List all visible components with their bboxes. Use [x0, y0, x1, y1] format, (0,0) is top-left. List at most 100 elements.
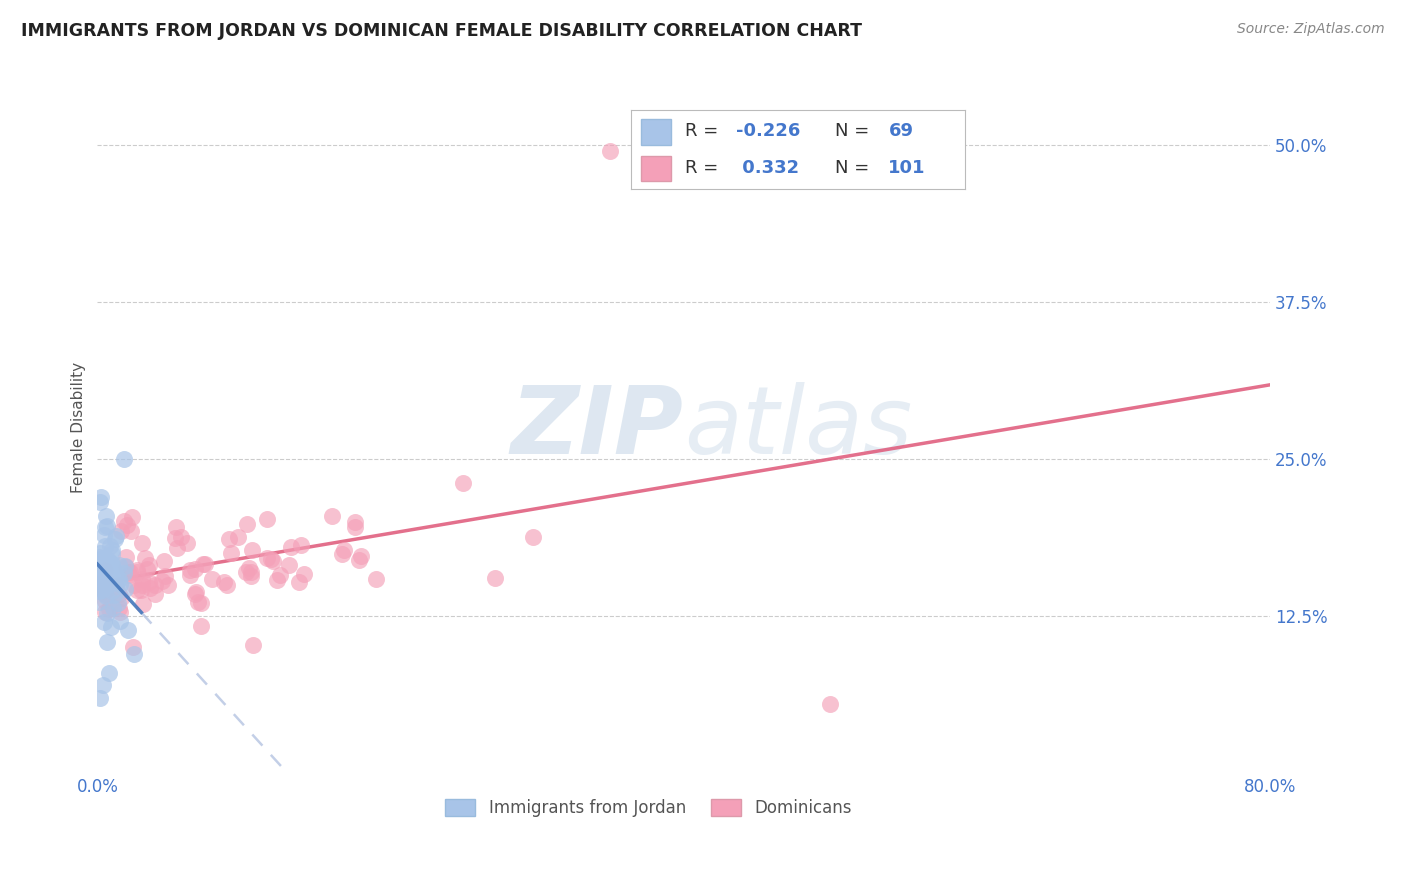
Point [176, 536, 198, 550]
Point [170, 531, 193, 545]
Point [118, 568, 141, 582]
Point [93, 615, 115, 629]
Point [194, 557, 217, 571]
Point [87, 583, 110, 598]
Point [290, 538, 312, 552]
Text: Source: ZipAtlas.com: Source: ZipAtlas.com [1237, 22, 1385, 37]
Point [96, 634, 118, 648]
Point [269, 567, 291, 582]
Point [186, 585, 208, 599]
Point [201, 572, 224, 586]
Point [121, 510, 143, 524]
Point [350, 549, 373, 564]
Point [240, 543, 263, 558]
Point [91, 573, 114, 587]
Point [124, 578, 146, 592]
Point [112, 452, 135, 467]
Point [120, 524, 142, 539]
Point [184, 562, 207, 576]
Point [91, 551, 114, 566]
Point [87, 564, 110, 578]
Point [343, 520, 366, 534]
Point [108, 600, 131, 615]
Point [143, 587, 166, 601]
Point [93, 574, 115, 588]
Point [117, 624, 139, 638]
Point [96, 519, 118, 533]
Point [93, 578, 115, 592]
Point [114, 558, 136, 573]
Point [93, 527, 115, 541]
Point [193, 557, 215, 571]
Point [110, 524, 132, 538]
Point [100, 558, 122, 572]
Point [90, 562, 112, 576]
Point [89, 570, 111, 584]
Point [262, 554, 284, 568]
Point [114, 582, 136, 596]
Point [344, 516, 367, 530]
Point [134, 551, 156, 566]
Point [288, 574, 311, 589]
Point [89, 575, 111, 590]
Point [165, 520, 187, 534]
Point [226, 531, 249, 545]
Point [212, 575, 235, 590]
Point [277, 558, 299, 573]
Point [93, 568, 115, 582]
Point [98, 665, 121, 680]
Point [522, 530, 544, 544]
Point [184, 587, 207, 601]
Point [94, 509, 117, 524]
Text: IMMIGRANTS FROM JORDAN VS DOMINICAN FEMALE DISABILITY CORRELATION CHART: IMMIGRANTS FROM JORDAN VS DOMINICAN FEMA… [21, 22, 862, 40]
Point [98, 539, 121, 553]
Point [93, 594, 115, 608]
Point [105, 574, 128, 589]
Point [105, 570, 128, 584]
Point [190, 596, 212, 610]
Point [108, 572, 131, 586]
Point [107, 596, 129, 610]
Point [187, 594, 209, 608]
Point [93, 551, 115, 566]
Point [242, 638, 264, 652]
Point [93, 571, 115, 585]
Text: ZIP: ZIP [510, 382, 683, 474]
Point [127, 565, 149, 579]
Point [599, 144, 621, 158]
Point [165, 531, 187, 545]
Point [235, 565, 257, 579]
Point [218, 533, 240, 547]
Point [108, 577, 131, 591]
Point [240, 569, 263, 583]
Point [97, 576, 120, 591]
Point [93, 568, 115, 582]
Point [138, 575, 160, 590]
Point [122, 647, 145, 661]
Point [321, 508, 343, 523]
Point [90, 490, 112, 504]
Point [112, 566, 135, 580]
Point [93, 566, 115, 580]
Point [100, 620, 122, 634]
Point [125, 563, 148, 577]
Point [155, 569, 177, 583]
Text: atlas: atlas [683, 382, 912, 473]
Point [114, 550, 136, 565]
Point [107, 558, 129, 573]
Point [266, 573, 288, 587]
Point [91, 678, 114, 692]
Point [120, 565, 142, 579]
Point [110, 591, 132, 605]
Point [89, 549, 111, 564]
Point [91, 582, 114, 597]
Point [94, 589, 117, 603]
Point [156, 578, 179, 592]
Point [127, 582, 149, 597]
Point [103, 588, 125, 602]
Point [115, 560, 138, 574]
Point [89, 691, 111, 706]
Point [93, 583, 115, 598]
Point [94, 561, 117, 575]
Point [260, 551, 283, 566]
